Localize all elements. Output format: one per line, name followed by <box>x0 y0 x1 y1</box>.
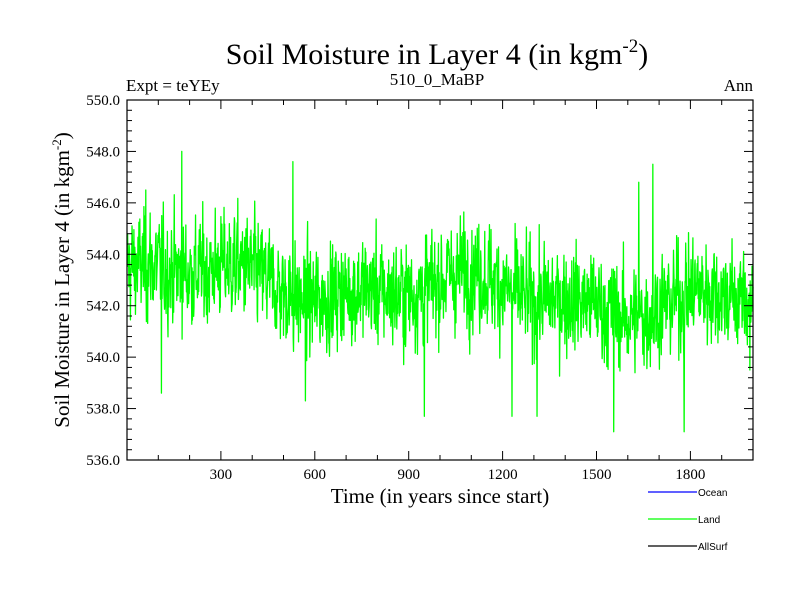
x-tick-label: 900 <box>397 467 420 483</box>
experiment-label: Expt = teYEy <box>126 76 220 95</box>
y-tick-label: 548.0 <box>86 144 120 160</box>
y-tick-label: 546.0 <box>86 196 120 212</box>
x-tick-label: 600 <box>304 467 327 483</box>
y-axis-label-sup: -2 <box>49 139 64 150</box>
legend-label-ocean: Ocean <box>698 488 727 499</box>
chart-title: Soil Moisture in Layer 4 (in kgm-2) <box>226 36 648 71</box>
x-tick-label: 1500 <box>582 467 612 483</box>
y-axis-label: Soil Moisture in Layer 4 (in kgm-2) <box>49 132 74 427</box>
legend-label-land: Land <box>698 515 720 526</box>
plot-area: 300 600 900 1200 1500 1800 536.0 538.0 540.0 542.… <box>86 93 754 483</box>
y-tick-label: 538.0 <box>86 402 120 418</box>
series-line-land <box>126 150 754 433</box>
y-tick-label: 536.0 <box>86 453 120 469</box>
x-axis-label: Time (in years since start) <box>331 484 550 508</box>
y-tick-label: 540.0 <box>86 350 120 366</box>
legend-label-allsurf: AllSurf <box>698 542 728 553</box>
y-axis-label-suffix: ) <box>50 132 74 139</box>
legend: Ocean Land AllSurf <box>648 488 728 553</box>
series-layer <box>126 150 754 433</box>
y-tick-label: 550.0 <box>86 93 120 109</box>
tick-layer: 300 600 900 1200 1500 1800 536.0 538.0 540.0 542.… <box>86 93 753 483</box>
x-tick-label: 1200 <box>488 467 518 483</box>
x-tick-label: 1800 <box>675 467 705 483</box>
chart-title-sup: -2 <box>622 36 638 57</box>
y-tick-label: 542.0 <box>86 299 120 315</box>
y-tick-label: 544.0 <box>86 247 120 263</box>
season-label: Ann <box>724 76 754 95</box>
y-axis-label-main: Soil Moisture in Layer 4 (in kgm <box>50 150 74 428</box>
chart-title-main: Soil Moisture in Layer 4 (in kgm <box>226 38 623 71</box>
x-tick-label: 300 <box>210 467 233 483</box>
chart-title-suffix: ) <box>638 38 648 71</box>
period-label: 510_0_MaBP <box>390 70 484 89</box>
